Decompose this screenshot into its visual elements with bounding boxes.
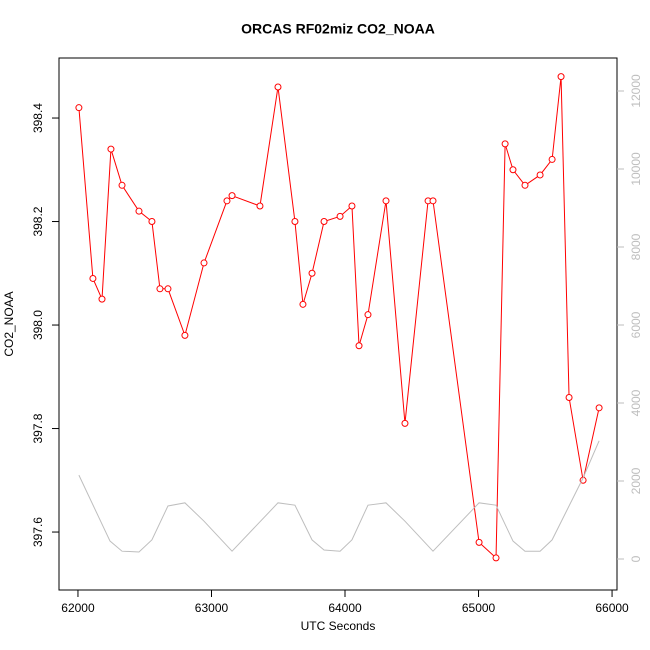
x-tick-label: 65000 — [462, 601, 496, 615]
data-point — [164, 285, 172, 293]
data-point — [521, 181, 529, 189]
data-point — [429, 197, 437, 205]
data-point — [382, 197, 390, 205]
data-point — [308, 269, 316, 277]
x-tick-label: 64000 — [328, 601, 362, 615]
data-point — [364, 311, 372, 319]
x-tick-label: 62000 — [61, 601, 95, 615]
plot-box — [58, 57, 618, 591]
y-tick-label: 398.2 — [31, 206, 45, 236]
y2-tick-label: 8000 — [629, 233, 643, 260]
data-point — [98, 295, 106, 303]
data-point — [75, 104, 83, 112]
data-point — [536, 171, 544, 179]
data-point — [148, 218, 156, 226]
data-point — [291, 218, 299, 226]
y2-tick-label: 4000 — [629, 389, 643, 416]
y-tick-label: 398.4 — [31, 103, 45, 133]
y2-tick-label: 0 — [629, 555, 643, 562]
data-point — [181, 331, 189, 339]
data-point — [565, 393, 573, 401]
data-point — [135, 207, 143, 215]
y-tick-label: 397.6 — [31, 517, 45, 547]
data-point — [348, 202, 356, 210]
y-tick-label: 398.0 — [31, 310, 45, 340]
data-point — [299, 300, 307, 308]
data-point — [548, 155, 556, 163]
data-point — [320, 218, 328, 226]
data-point — [595, 404, 603, 412]
y2-tick-label: 6000 — [629, 311, 643, 338]
data-point — [355, 342, 363, 350]
data-line — [78, 76, 600, 560]
data-point — [492, 554, 500, 562]
data-point — [274, 83, 282, 91]
data-point — [228, 192, 236, 200]
data-point — [118, 181, 126, 189]
data-point — [475, 538, 483, 546]
data-point — [557, 73, 565, 81]
y2-tick-label: 2000 — [629, 467, 643, 494]
data-point — [89, 274, 97, 282]
data-point — [200, 259, 208, 267]
data-point — [401, 419, 409, 427]
data-point — [156, 285, 164, 293]
data-point — [107, 145, 115, 153]
y-axis-label: CO2_NOAA — [2, 291, 16, 356]
y-tick-label: 397.8 — [31, 413, 45, 443]
data-line — [78, 440, 600, 553]
x-axis-label: UTC Seconds — [301, 619, 376, 633]
y2-tick-label: 10000 — [629, 152, 643, 186]
x-tick-label: 66000 — [595, 601, 629, 615]
data-point — [509, 166, 517, 174]
data-point — [501, 140, 509, 148]
data-point — [256, 202, 264, 210]
data-point — [223, 197, 231, 205]
y2-tick-label: 12000 — [629, 74, 643, 108]
data-point — [336, 212, 344, 220]
chart-title: ORCAS RF02miz CO2_NOAA — [241, 21, 435, 37]
x-tick-label: 63000 — [195, 601, 229, 615]
